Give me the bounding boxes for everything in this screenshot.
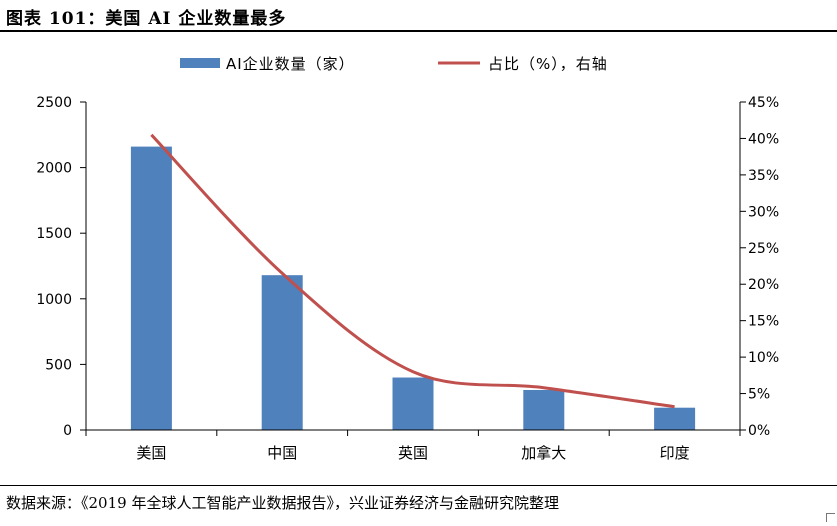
legend-line-label: 占比（%），右轴 [488,55,608,73]
corner-mark [826,513,835,522]
category-label-1: 中国 [267,444,297,462]
legend-bar-label: AI企业数量（家） [226,55,355,73]
category-label-4: 印度 [660,444,690,462]
right-tick-label-2: 10% [748,350,779,366]
bottom-rule [0,485,837,486]
figure-title: 图表 101：美国 AI 企业数量最多 [6,9,287,29]
bar-1 [261,275,303,430]
bar-3 [523,389,565,430]
top-rule [0,30,837,32]
left-tick-label-4: 2000 [36,161,72,177]
right-tick-label-7: 35% [748,168,779,184]
legend-bar-swatch [180,58,220,68]
share-line [150,133,675,409]
category-label-0: 美国 [136,444,166,462]
bar-2 [392,377,434,430]
right-tick-label-6: 30% [748,204,779,220]
bar-0 [130,146,172,430]
right-tick-label-3: 15% [748,314,779,330]
category-label-3: 加拿大 [521,444,566,462]
left-tick-label-0: 0 [63,423,72,439]
bar-4 [654,407,696,430]
right-tick-label-8: 40% [748,131,779,147]
right-tick-label-0: 0% [748,423,770,439]
left-tick-label-3: 1500 [36,226,72,242]
right-tick-label-1: 5% [748,387,770,403]
legend: AI企业数量（家） 占比（%），右轴 [180,55,608,73]
share-line-series [150,133,675,409]
left-tick-label-1: 500 [45,357,72,373]
left-tick-label-5: 2500 [36,95,72,111]
right-tick-label-4: 20% [748,277,779,293]
right-tick-label-5: 25% [748,241,779,257]
right-tick-label-9: 45% [748,95,779,111]
axes: 0 500 1000 1500 2000 2500 0% 5% 10% 15% 20% 25% 30% 3… [36,95,779,462]
combo-chart: AI企业数量（家） 占比（%），右轴 0 500 1000 1500 2000 2500 0%… [36,55,779,462]
left-tick-label-2: 1000 [36,292,72,308]
bars-series [130,146,696,430]
source-note: 数据来源：《2019 年全球人工智能产业数据报告》，兴业证券经济与金融研究院整理 [6,494,559,512]
category-label-2: 英国 [398,444,428,462]
